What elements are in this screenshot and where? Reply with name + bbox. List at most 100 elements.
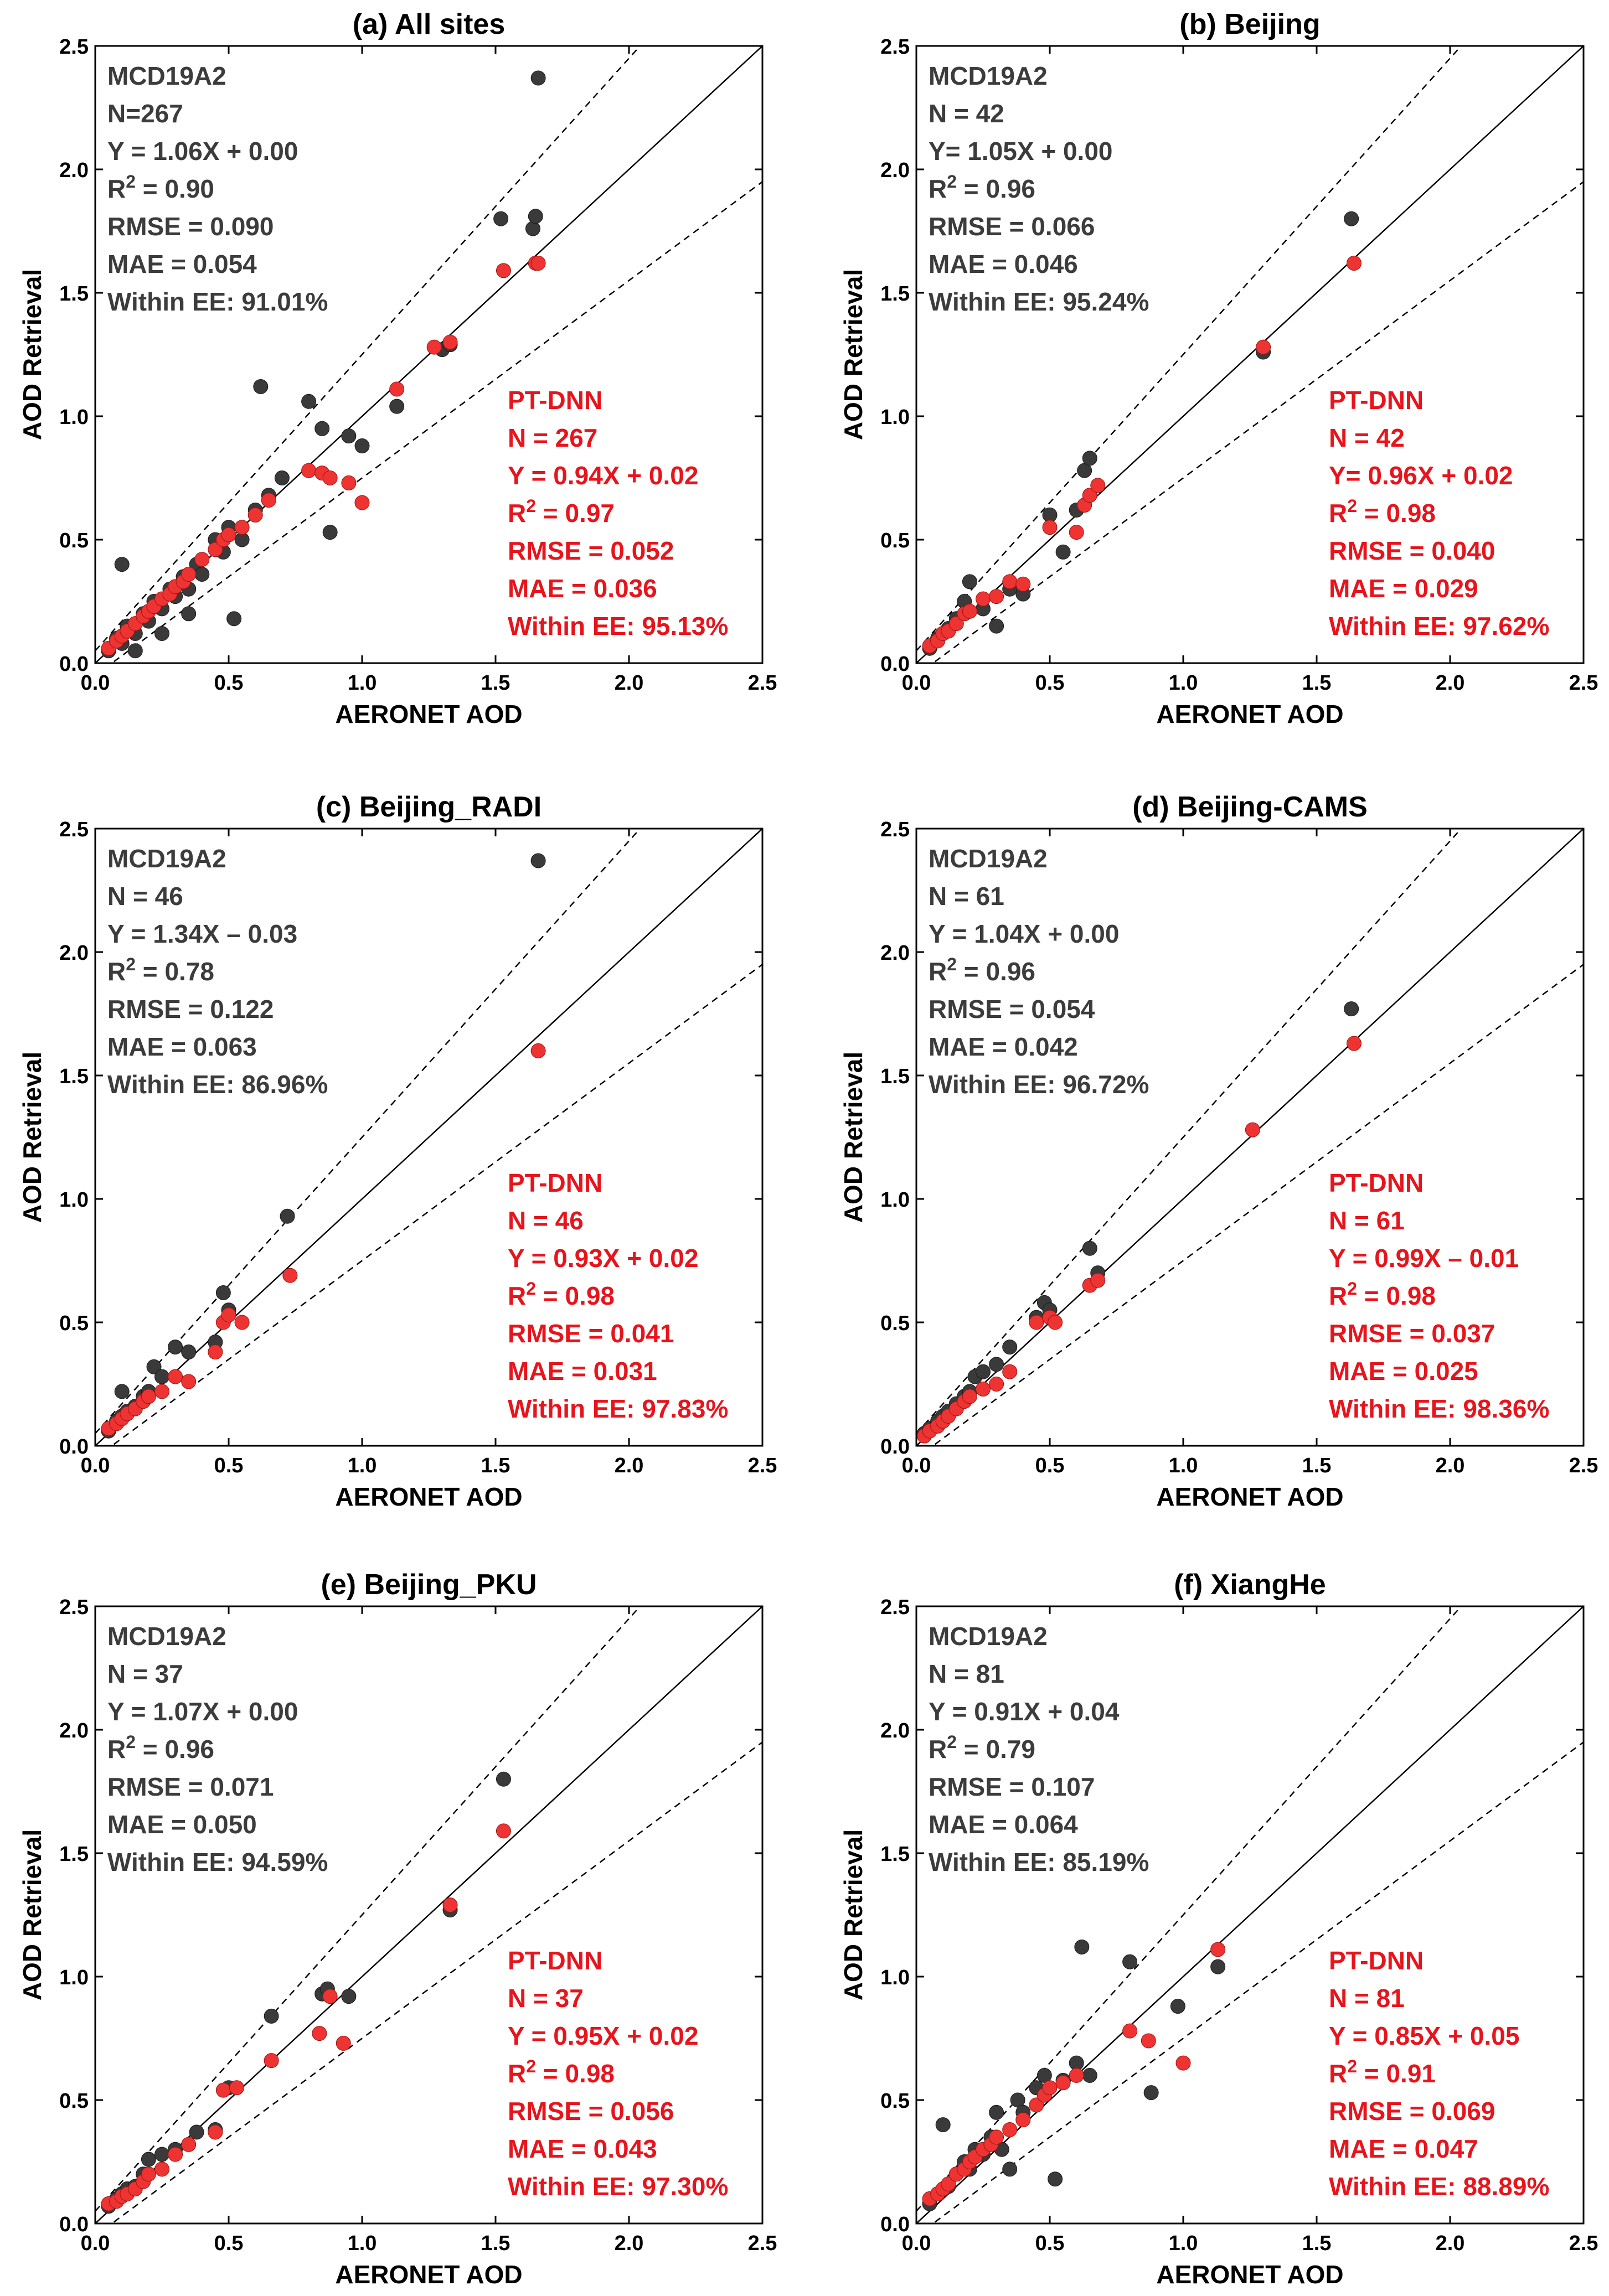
- mcd19a2-stat-1: N=267: [107, 99, 183, 128]
- mcd19a2-point-2: [935, 2117, 951, 2133]
- pt-dnn-stat-3: R2 = 0.91: [1329, 2056, 1436, 2088]
- scatter-panel-2: 0.00.0 0.5 0.5 1.0 1.0 1.5 1.5 2.0 2.0 2.5 2.5 (b) …: [839, 8, 1598, 728]
- mcd19a2-point-21: [1082, 2067, 1097, 2083]
- x-tick-label: 0.5: [1035, 2232, 1065, 2255]
- mcd19a2-point-9: [976, 1364, 991, 1379]
- pt-dnn-point-10: [208, 2124, 223, 2140]
- y-tick-label: 0.5: [880, 1312, 910, 1335]
- pt-dnn-point-27: [442, 334, 458, 350]
- mcd19a2-stat-5: MAE = 0.064: [929, 1810, 1078, 1839]
- mcd19a2-point-35: [114, 557, 130, 572]
- y-axis-label: AOD Retrieval: [18, 269, 47, 440]
- mcd19a2-point-6: [141, 2152, 156, 2167]
- pt-dnn-point-10: [1002, 1364, 1018, 1379]
- mcd19a2-stat-5: MAE = 0.046: [929, 250, 1078, 278]
- mcd19a2-point-28: [389, 399, 405, 414]
- pt-dnn-point-13: [1029, 2097, 1044, 2113]
- x-tick-label: 2.0: [615, 1454, 644, 1477]
- mcd19a2-point-34: [530, 70, 546, 86]
- mcd19a2-point-16: [530, 853, 546, 868]
- mcd19a2-point-13: [215, 1285, 231, 1300]
- mcd19a2-point-12: [264, 2008, 279, 2024]
- pt-dnn-point-23: [341, 475, 357, 490]
- one-to-one-line: [916, 829, 1584, 1446]
- pt-dnn-point-4: [948, 616, 964, 632]
- pt-dnn-stat-5: MAE = 0.031: [508, 1357, 657, 1385]
- x-tick-label: 2.5: [748, 671, 777, 695]
- one-to-one-line: [95, 829, 762, 1446]
- mcd19a2-stat-5: MAE = 0.054: [107, 250, 257, 278]
- pt-dnn-point-15: [530, 1043, 546, 1058]
- mcd19a2-stat-2: Y= 1.05X + 0.00: [929, 137, 1113, 166]
- mcd19a2-point-15: [1082, 1240, 1097, 1256]
- pt-dnn-point-11: [215, 2082, 231, 2098]
- mcd19a2-point-20: [1074, 1939, 1090, 1954]
- y-tick-label: 0.0: [880, 653, 910, 676]
- pt-dnn-stat-2: Y = 0.94X + 0.02: [508, 461, 698, 490]
- mcd19a2-stat-1: N = 61: [929, 882, 1004, 911]
- x-tick-label: 2.5: [1569, 1454, 1598, 1477]
- mcd19a2-stat-0: MCD19A2: [107, 844, 226, 873]
- x-tick-label: 2.0: [1436, 1454, 1465, 1477]
- mcd19a2-point-9: [154, 1369, 169, 1384]
- pt-dnn-stat-3: R2 = 0.98: [508, 2056, 615, 2088]
- y-axis-label: AOD Retrieval: [839, 269, 868, 440]
- mcd19a2-stat-5: MAE = 0.042: [929, 1032, 1078, 1061]
- mcd19a2-point-26: [341, 428, 357, 444]
- ee-upper-line: [916, 1606, 1462, 2212]
- ee-lower-line: [111, 1741, 762, 2223]
- mcd19a2-stat-4: RMSE = 0.071: [107, 1772, 274, 1801]
- mcd19a2-point-10: [989, 2104, 1004, 2120]
- pt-dnn-stat-2: Y = 0.99X – 0.01: [1329, 1244, 1519, 1273]
- panel-title: (a) All sites: [353, 8, 506, 40]
- scatter-panel-5: 0.00.0 0.5 0.5 1.0 1.0 1.5 1.5 2.0 2.0 2.5 2.5 (e) …: [18, 1569, 777, 2289]
- pt-dnn-stat-5: MAE = 0.047: [1329, 2134, 1478, 2163]
- plot-frame: [94, 1605, 764, 2225]
- x-tick-label: 1.0: [1169, 2232, 1198, 2255]
- mcd19a2-stat-0: MCD19A2: [107, 61, 226, 90]
- mcd19a2-stat-0: MCD19A2: [929, 61, 1048, 90]
- mcd19a2-point-17: [1344, 1001, 1359, 1017]
- x-tick-label: 0.5: [214, 1454, 244, 1477]
- mcd19a2-point-12: [1055, 544, 1071, 560]
- x-tick-label: 0.0: [902, 671, 931, 695]
- pt-dnn-point-16: [336, 2035, 351, 2051]
- mcd19a2-stat-1: N = 37: [107, 1659, 183, 1688]
- pt-dnn-stat-5: MAE = 0.036: [508, 574, 657, 603]
- mcd19a2-point-39: [181, 606, 197, 622]
- pt-dnn-stat-0: PT-DNN: [1329, 386, 1424, 415]
- pt-dnn-point-8: [168, 1369, 183, 1384]
- y-tick-label: 1.0: [880, 406, 910, 429]
- pt-dnn-stat-4: RMSE = 0.041: [508, 1319, 674, 1348]
- plot-area: [916, 46, 1584, 663]
- pt-dnn-point-22: [322, 470, 338, 485]
- y-tick-label: 0.0: [59, 1435, 89, 1459]
- mcd19a2-point-12: [1002, 2161, 1018, 2177]
- pt-dnn-point-16: [1245, 1122, 1260, 1137]
- ee-lower-line: [932, 964, 1584, 1446]
- y-tick-label: 2.5: [59, 35, 89, 59]
- pt-dnn-stat-6: Within EE: 88.89%: [1329, 2172, 1549, 2201]
- mcd19a2-stat-2: Y = 1.07X + 0.00: [107, 1697, 298, 1726]
- y-axis-label: AOD Retrieval: [18, 1829, 47, 2000]
- y-tick-label: 1.5: [59, 1843, 89, 1866]
- mcd19a2-stat-3: R2 = 0.96: [107, 1732, 214, 1764]
- ee-upper-line: [916, 46, 1462, 651]
- mcd19a2-stat-0: MCD19A2: [929, 1622, 1048, 1651]
- mcd19a2-stat-6: Within EE: 85.19%: [929, 1848, 1149, 1876]
- pt-dnn-stat-0: PT-DNN: [1329, 1168, 1424, 1197]
- y-tick-label: 2.5: [59, 1596, 89, 1619]
- mcd19a2-point-32: [525, 221, 540, 236]
- x-tick-label: 2.0: [615, 2232, 644, 2255]
- pt-dnn-stat-2: Y= 0.96X + 0.02: [1329, 461, 1513, 490]
- mcd19a2-point-17: [496, 1771, 511, 1787]
- mcd19a2-point-23: [301, 394, 317, 409]
- y-tick-label: 1.5: [880, 1843, 910, 1866]
- pt-dnn-point-17: [1346, 255, 1362, 271]
- pt-dnn-point-7: [154, 1384, 169, 1399]
- pt-dnn-point-12: [181, 566, 197, 582]
- y-tick-label: 0.5: [880, 2090, 910, 2113]
- mcd19a2-point-9: [189, 2124, 204, 2140]
- mcd19a2-point-23: [1143, 2085, 1159, 2101]
- x-tick-label: 2.5: [748, 2232, 777, 2255]
